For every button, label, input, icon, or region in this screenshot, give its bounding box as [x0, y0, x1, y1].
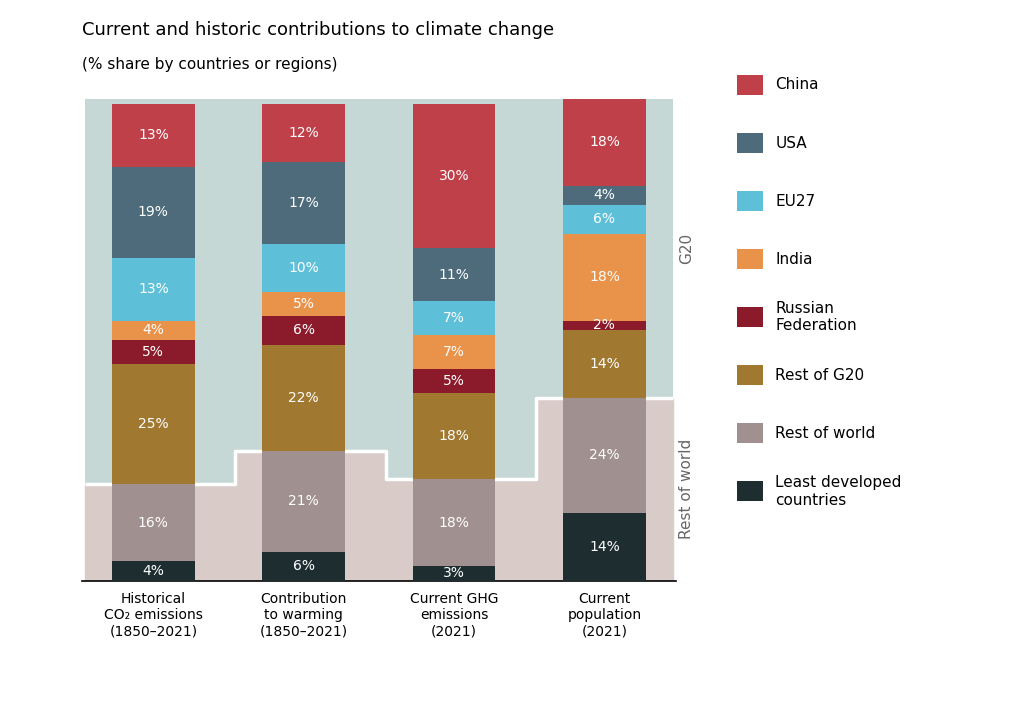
Bar — [262, 104, 345, 161]
Text: (% share by countries or regions): (% share by countries or regions) — [82, 57, 338, 72]
Bar — [563, 398, 646, 513]
Bar — [112, 166, 195, 258]
Bar — [413, 249, 496, 302]
Bar — [413, 302, 496, 335]
Text: 18%: 18% — [438, 429, 469, 443]
Text: 17%: 17% — [289, 195, 319, 210]
Bar — [413, 393, 496, 479]
Bar — [262, 292, 345, 316]
Text: 5%: 5% — [443, 374, 465, 388]
Text: 2%: 2% — [594, 319, 615, 332]
Text: EU27: EU27 — [775, 193, 815, 209]
Text: Rest of world: Rest of world — [775, 426, 876, 441]
Text: 22%: 22% — [289, 391, 319, 404]
Polygon shape — [85, 398, 673, 581]
Text: 7%: 7% — [443, 312, 465, 325]
Text: 14%: 14% — [589, 540, 620, 554]
Bar — [563, 99, 646, 185]
Text: 6%: 6% — [293, 324, 314, 337]
Bar — [112, 104, 195, 166]
Text: 3%: 3% — [443, 566, 465, 581]
Text: 14%: 14% — [589, 357, 620, 371]
Bar — [112, 258, 195, 321]
Text: Russian
Federation: Russian Federation — [775, 301, 857, 333]
Bar — [413, 104, 496, 249]
Text: 13%: 13% — [138, 282, 169, 296]
Bar — [262, 552, 345, 581]
Bar — [563, 185, 646, 205]
Text: 4%: 4% — [594, 188, 615, 202]
Text: 4%: 4% — [142, 564, 164, 578]
Text: 6%: 6% — [594, 212, 615, 227]
Text: 13%: 13% — [138, 128, 169, 142]
Bar — [262, 345, 345, 450]
Bar — [563, 513, 646, 581]
Bar — [112, 321, 195, 340]
Bar — [563, 330, 646, 398]
Bar — [112, 340, 195, 364]
Text: Rest of world: Rest of world — [679, 439, 694, 539]
Bar — [112, 364, 195, 484]
Bar — [413, 369, 496, 393]
Text: 24%: 24% — [589, 448, 620, 462]
Text: 21%: 21% — [289, 494, 319, 508]
Text: 30%: 30% — [438, 169, 469, 183]
Text: USA: USA — [775, 135, 807, 151]
Bar — [563, 205, 646, 234]
Bar — [112, 561, 195, 581]
Text: 10%: 10% — [289, 261, 319, 275]
Bar — [413, 479, 496, 566]
Text: 11%: 11% — [438, 268, 469, 282]
Text: India: India — [775, 251, 813, 267]
Bar — [112, 484, 195, 561]
Text: 18%: 18% — [589, 135, 620, 149]
Text: 7%: 7% — [443, 345, 465, 359]
Text: Least developed
countries: Least developed countries — [775, 475, 902, 508]
Bar — [262, 244, 345, 292]
Text: 4%: 4% — [142, 324, 164, 337]
Bar — [563, 321, 646, 330]
Text: 25%: 25% — [138, 417, 169, 431]
Text: Rest of G20: Rest of G20 — [775, 367, 864, 383]
Text: 16%: 16% — [138, 516, 169, 530]
Bar — [262, 316, 345, 345]
Text: 6%: 6% — [293, 559, 314, 573]
Bar — [262, 450, 345, 552]
Text: 19%: 19% — [138, 205, 169, 219]
Text: Current and historic contributions to climate change: Current and historic contributions to cl… — [82, 21, 554, 39]
Text: 12%: 12% — [289, 126, 319, 139]
Bar — [262, 161, 345, 244]
Bar — [563, 234, 646, 321]
Bar — [413, 335, 496, 369]
Text: 18%: 18% — [589, 270, 620, 284]
Text: 5%: 5% — [293, 297, 314, 311]
Text: 18%: 18% — [438, 516, 469, 530]
Text: G20: G20 — [679, 233, 694, 264]
Text: 5%: 5% — [142, 345, 164, 359]
Text: China: China — [775, 77, 819, 93]
Bar — [413, 566, 496, 581]
